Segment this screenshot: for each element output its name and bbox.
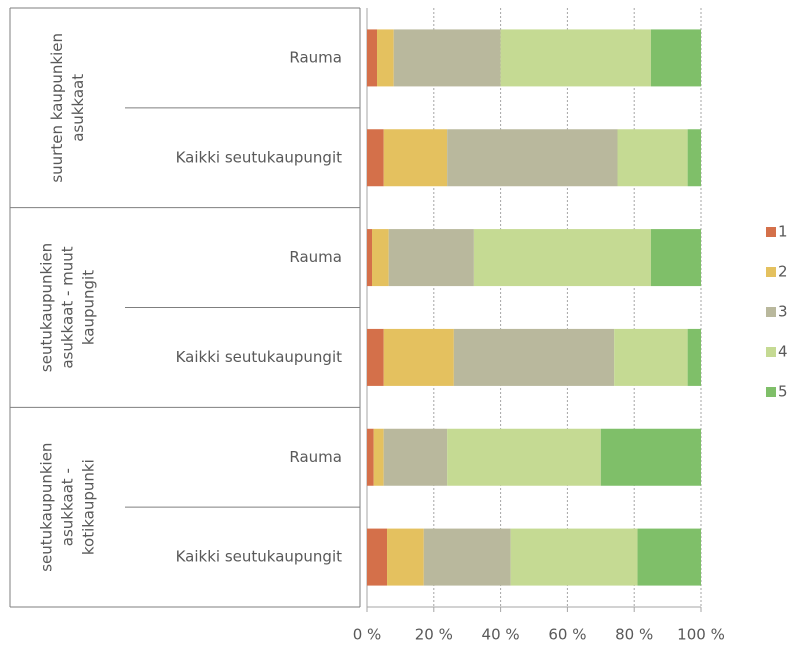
bar-segment <box>447 428 601 486</box>
bar-segment <box>367 229 373 287</box>
bar-segment <box>367 328 384 386</box>
bar-segment <box>687 129 701 187</box>
legend-label: 2 <box>778 263 788 281</box>
bar-segment <box>367 428 374 486</box>
y-tick-label: Kaikki seutukaupungit <box>176 348 343 366</box>
y-tick-label: Kaikki seutukaupungit <box>176 148 343 166</box>
bar-segment <box>614 328 688 386</box>
bar-segment <box>510 528 638 586</box>
x-tick-label: 0 % <box>353 626 382 644</box>
legend-label: 1 <box>778 223 788 241</box>
group-label: suurten kaupunkien asukkaat <box>48 33 87 183</box>
legend-swatch <box>766 387 776 397</box>
bar-segment <box>650 29 701 87</box>
y-tick-label: Rauma <box>289 48 342 66</box>
bar-segment <box>377 29 394 87</box>
bar-segment <box>367 29 378 87</box>
bar-segment <box>383 129 448 187</box>
x-tick-label: 80 % <box>615 626 653 644</box>
bar-segment <box>373 428 384 486</box>
y-tick-label: Kaikki seutukaupungit <box>176 548 343 566</box>
group-label: seutukaupunkien asukkaat - muut kaupungit <box>37 243 97 372</box>
bar-segment <box>453 328 615 386</box>
bar-segment <box>600 428 701 486</box>
y-tick-label: Rauma <box>289 448 342 466</box>
bar-segment <box>423 528 511 586</box>
bar-segment <box>617 129 688 187</box>
bar-segment <box>447 129 618 187</box>
x-tick-label: 60 % <box>548 626 586 644</box>
bar-segment <box>637 528 701 586</box>
bar-segment <box>393 29 501 87</box>
bar-segment <box>367 129 384 187</box>
bar-segment <box>650 229 701 287</box>
bar-segment <box>367 528 388 586</box>
legend-swatch <box>766 347 776 357</box>
bar-segment <box>687 328 701 386</box>
bar-segment <box>388 229 474 287</box>
x-tick-label: 40 % <box>482 626 520 644</box>
x-tick-label: 20 % <box>415 626 453 644</box>
bar-segment <box>372 229 389 287</box>
y-tick-label: Rauma <box>289 248 342 266</box>
bar-segment <box>473 229 651 287</box>
bar-segment <box>383 328 454 386</box>
bar-segment <box>387 528 424 586</box>
group-label: seutukaupunkien asukkaat - kotikaupunki <box>37 443 97 572</box>
bar-segment <box>500 29 651 87</box>
legend-swatch <box>766 267 776 277</box>
bar-segment <box>383 428 448 486</box>
legend-swatch <box>766 307 776 317</box>
legend-label: 5 <box>778 383 788 401</box>
legend-label: 4 <box>778 343 788 361</box>
x-tick-label: 100 % <box>677 626 725 644</box>
legend-swatch <box>766 227 776 237</box>
legend-label: 3 <box>778 303 788 321</box>
